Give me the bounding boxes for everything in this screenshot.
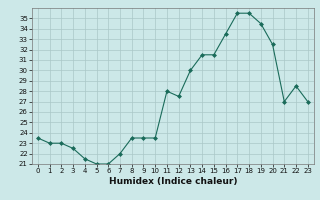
- X-axis label: Humidex (Indice chaleur): Humidex (Indice chaleur): [108, 177, 237, 186]
